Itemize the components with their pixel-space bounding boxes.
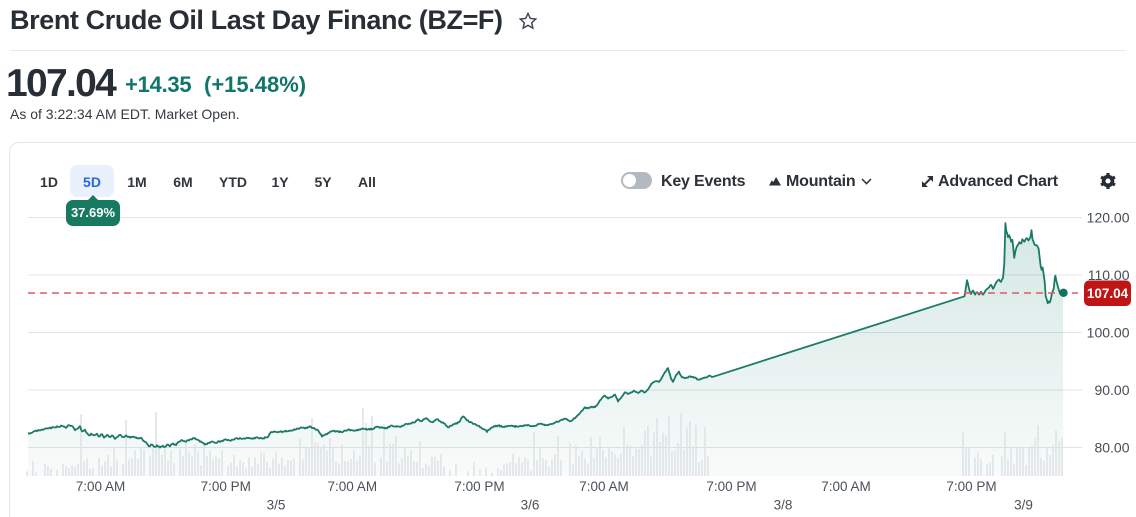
svg-text:80.00: 80.00 — [1094, 440, 1129, 456]
svg-text:107.04: 107.04 — [1087, 286, 1129, 301]
svg-text:7:00 AM: 7:00 AM — [76, 479, 126, 494]
svg-text:7:00 PM: 7:00 PM — [454, 479, 504, 494]
svg-text:7:00 PM: 7:00 PM — [706, 479, 756, 494]
svg-text:7:00 PM: 7:00 PM — [946, 479, 996, 494]
svg-text:3/9: 3/9 — [1014, 498, 1033, 513]
svg-text:120.00: 120.00 — [1087, 210, 1130, 226]
svg-text:100.00: 100.00 — [1087, 325, 1130, 341]
svg-text:3/8: 3/8 — [774, 498, 793, 513]
svg-text:3/5: 3/5 — [267, 498, 286, 513]
svg-text:110.00: 110.00 — [1088, 267, 1130, 283]
svg-text:7:00 PM: 7:00 PM — [201, 479, 251, 494]
svg-text:7:00 AM: 7:00 AM — [821, 479, 871, 494]
svg-text:3/6: 3/6 — [521, 498, 540, 513]
svg-text:7:00 AM: 7:00 AM — [579, 479, 629, 494]
svg-text:90.00: 90.00 — [1094, 382, 1129, 398]
svg-text:7:00 AM: 7:00 AM — [328, 479, 378, 494]
